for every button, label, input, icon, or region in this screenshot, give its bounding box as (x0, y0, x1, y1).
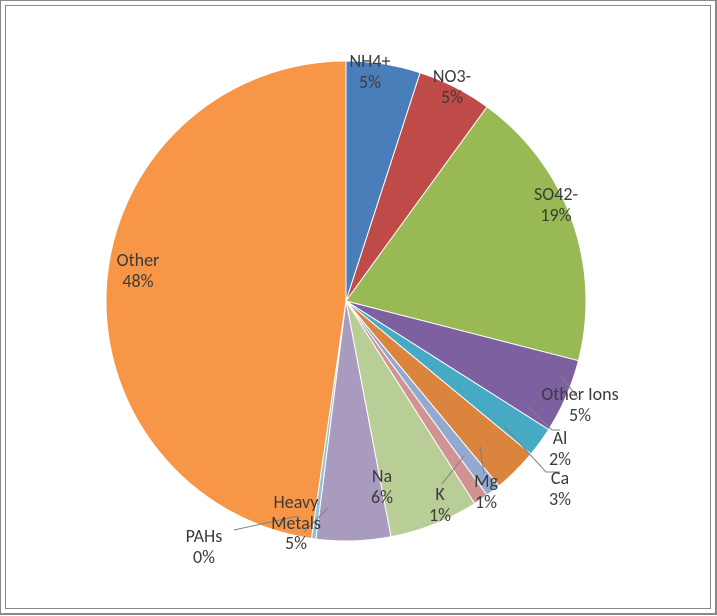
label-no3-: NO3-5% (433, 66, 471, 107)
label-k: K1% (429, 484, 451, 525)
label-nh4-: NH4+5% (350, 51, 391, 92)
pie-chart: NH4+5% NO3-5% SO42-19% Other Ions5% Al2%Ca3%… (6, 6, 710, 608)
chart-inner-frame: NH4+5% NO3-5% SO42-19% Other Ions5% Al2%Ca3%… (5, 5, 711, 609)
pie-svg (6, 6, 713, 611)
chart-outer-frame: NH4+5% NO3-5% SO42-19% Other Ions5% Al2%Ca3%… (0, 0, 717, 615)
label-so42-: SO42-19% (534, 184, 578, 225)
label-heavy-metals: HeavyMetals5% (271, 492, 321, 554)
slice-other (106, 61, 346, 538)
label-mg: Mg1% (474, 471, 498, 512)
label-pahs: PAHs0% (186, 526, 223, 567)
label-al: Al2% (549, 428, 571, 469)
label-other-ions: Other Ions5% (541, 384, 618, 425)
label-na: Na6% (371, 466, 393, 507)
label-other: Other48% (117, 250, 160, 291)
label-ca: Ca3% (549, 468, 571, 509)
